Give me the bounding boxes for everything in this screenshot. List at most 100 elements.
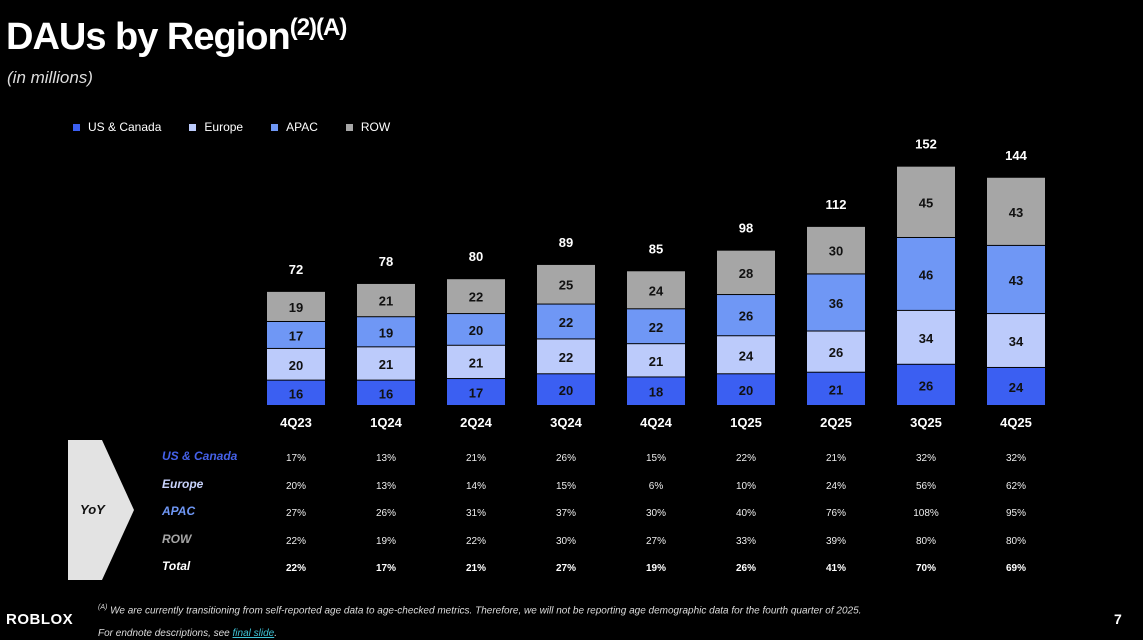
bar-segment: [807, 274, 865, 331]
legend-label: ROW: [360, 120, 391, 134]
segment-label: 21: [469, 355, 483, 370]
bar-segment: [897, 237, 955, 310]
segment-label: 46: [919, 267, 933, 282]
yoy-row-label: Europe: [162, 477, 204, 491]
segment-label: 18: [649, 385, 663, 400]
bar-segment: [987, 367, 1045, 405]
bar-segment: [987, 177, 1045, 245]
bar-segment: [987, 245, 1045, 314]
bar-segment: [447, 345, 505, 379]
yoy-cell: 56%: [915, 481, 937, 492]
yoy-cell: 32%: [1005, 453, 1027, 464]
total-label: 78: [379, 254, 393, 269]
yoy-cell: 26%: [375, 508, 397, 519]
segment-label: 21: [829, 382, 843, 397]
bar-segment: [537, 304, 595, 339]
yoy-cell: 27%: [285, 508, 307, 519]
bar-segment: [537, 339, 595, 374]
x-tick-label: 4Q23: [280, 415, 312, 430]
x-tick-label: 2Q24: [460, 415, 493, 430]
bar-segment: [627, 344, 685, 377]
legend-item: US & Canada: [73, 120, 161, 134]
yoy-cell: 21%: [825, 453, 847, 464]
yoy-row-label: APAC: [162, 504, 196, 518]
total-label: 85: [649, 241, 663, 256]
legend-label: APAC: [286, 120, 318, 134]
bar-segment: [717, 374, 775, 405]
yoy-cell: 15%: [645, 453, 667, 464]
yoy-cell: 22%: [285, 536, 307, 547]
segment-label: 43: [1009, 205, 1023, 220]
segment-label: 21: [379, 294, 393, 309]
yoy-cell: 13%: [375, 453, 397, 464]
yoy-row-label: Total: [162, 559, 191, 573]
legend-item: ROW: [345, 120, 391, 134]
yoy-cell: 95%: [1005, 508, 1027, 519]
final-slide-link[interactable]: final slide: [232, 628, 275, 639]
bar-segment: [807, 372, 865, 405]
yoy-cell: 33%: [735, 536, 757, 547]
yoy-cell: 37%: [555, 508, 577, 519]
legend-item: Europe: [189, 120, 243, 134]
yoy-cell: 41%: [825, 563, 847, 574]
yoy-cell: 40%: [735, 508, 757, 519]
segment-label: 22: [559, 350, 573, 365]
bar-segment: [357, 317, 415, 347]
yoy-cell: 39%: [825, 536, 847, 547]
total-label: 98: [739, 221, 753, 236]
bar-segment: [267, 291, 325, 321]
yoy-cell: 21%: [465, 453, 487, 464]
legend-swatch: [189, 123, 197, 131]
segment-label: 17: [469, 386, 483, 401]
segment-label: 34: [1009, 334, 1024, 349]
yoy-cell: 24%: [825, 481, 847, 492]
yoy-cell: 108%: [913, 508, 939, 519]
segment-label: 21: [649, 354, 663, 369]
yoy-cell: 17%: [375, 563, 397, 574]
segment-label: 22: [649, 320, 663, 335]
yoy-cell: 32%: [915, 453, 937, 464]
yoy-cell: 80%: [1005, 536, 1027, 547]
bar-segment: [627, 309, 685, 344]
yoy-chevron: [68, 440, 134, 580]
yoy-cell: 14%: [465, 481, 487, 492]
segment-label: 20: [469, 323, 483, 338]
yoy-cell: 80%: [915, 536, 937, 547]
yoy-cell: 22%: [735, 453, 757, 464]
bar-segment: [447, 279, 505, 314]
total-label: 144: [1005, 148, 1027, 163]
page-number: 7: [1114, 611, 1122, 627]
bar-segment: [357, 347, 415, 380]
segment-label: 30: [829, 244, 843, 259]
segment-label: 26: [919, 378, 933, 393]
yoy-cell: 27%: [645, 536, 667, 547]
yoy-row-label: ROW: [162, 532, 192, 546]
segment-label: 26: [829, 345, 843, 360]
bar-segment: [897, 310, 955, 364]
segment-label: 19: [289, 300, 303, 315]
legend-label: Europe: [204, 120, 244, 134]
segment-label: 20: [559, 383, 573, 398]
x-tick-label: 1Q25: [730, 415, 762, 430]
yoy-cell: 15%: [555, 481, 577, 492]
total-label: 80: [469, 249, 483, 264]
segment-label: 28: [739, 266, 753, 281]
segment-label: 43: [1009, 273, 1023, 288]
bar-segment: [717, 250, 775, 295]
bar-segment: [447, 379, 505, 405]
total-label: 152: [915, 137, 937, 152]
segment-label: 24: [649, 283, 664, 298]
segment-label: 25: [559, 278, 573, 293]
segment-label: 21: [379, 357, 393, 372]
yoy-cell: 6%: [648, 481, 664, 492]
segment-label: 24: [1009, 380, 1024, 395]
yoy-cell: 30%: [645, 508, 667, 519]
x-tick-label: 3Q24: [550, 415, 583, 430]
yoy-cell: 20%: [285, 481, 307, 492]
legend-label: US & Canada: [88, 120, 162, 134]
segment-label: 22: [469, 290, 483, 305]
yoy-cell: 30%: [555, 536, 577, 547]
yoy-cell: 70%: [915, 563, 937, 574]
subtitle: (in millions): [7, 68, 93, 87]
total-label: 112: [826, 197, 847, 212]
